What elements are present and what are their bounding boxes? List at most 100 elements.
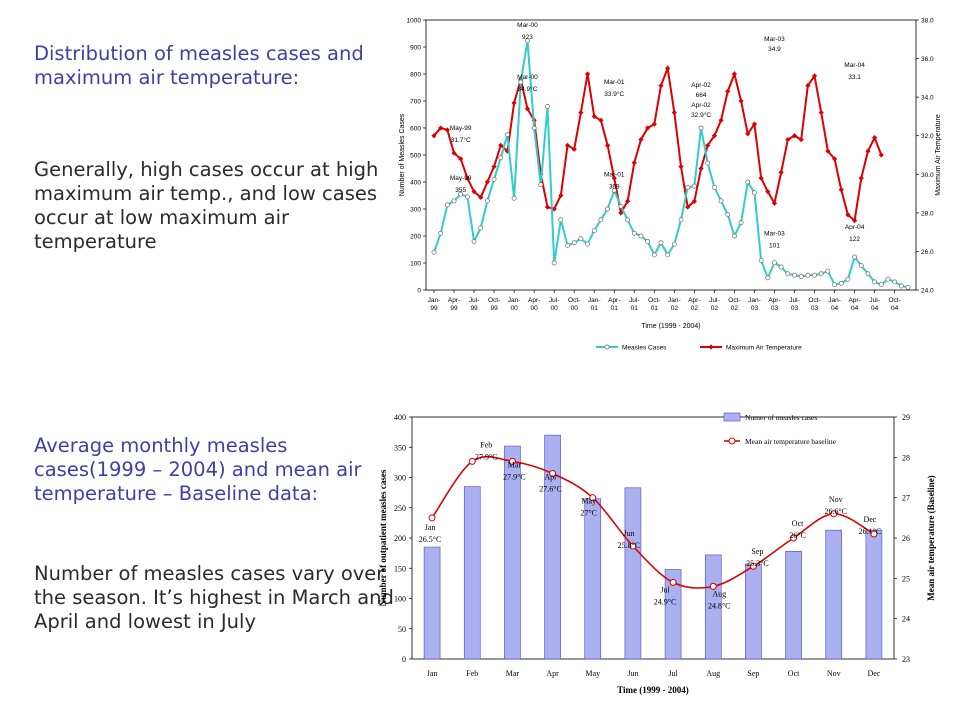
cases-point [645, 238, 651, 244]
y2-tick-label: 30.0 [921, 172, 934, 179]
temperature-point [428, 514, 436, 522]
legend-bar-swatch [723, 412, 741, 422]
cases-point [598, 217, 604, 223]
cases-point [665, 252, 671, 258]
y2-tick-label: 26 [902, 534, 910, 543]
x-tick-label: Oct [788, 669, 800, 678]
cases-point [485, 198, 490, 204]
cases-point [505, 132, 510, 138]
point-annotation: May-99 [450, 125, 472, 132]
x-tick-label: Jul- [789, 297, 799, 304]
legend-temperature-marker [708, 344, 714, 350]
temperature-point [691, 198, 697, 204]
point-label-month: Jun [623, 529, 634, 538]
x-tick-label: 03 [791, 305, 799, 312]
temperature-point [878, 152, 884, 158]
temperature-point [798, 136, 804, 143]
point-annotation: Mar-01 [604, 79, 625, 86]
x-tick-label: Jan- [668, 297, 681, 304]
temperature-point [778, 169, 784, 175]
point-annotation: 33.1 [848, 74, 861, 81]
x-tick-label: Mar [506, 669, 520, 678]
x-tick-label: Jan- [428, 297, 441, 304]
x-tick-label: Oct- [568, 297, 580, 304]
point-label-month: Feb [480, 440, 492, 449]
cases-point [798, 274, 804, 279]
bar [584, 498, 602, 660]
temperature-point [618, 210, 624, 216]
monthly-baseline-chart: 0 50 100 150 200 250 300 350 400 23 24 25 26 27 28 29 Ja… [378, 412, 936, 695]
temperature-baseline-curve [431, 455, 875, 589]
temperature-point [578, 109, 584, 116]
temperature-point [751, 121, 758, 127]
cases-point [778, 264, 784, 270]
point-annotation: 34.9°C [517, 85, 537, 93]
temperature-point [458, 156, 464, 162]
point-annotation: 122 [849, 236, 860, 243]
temperature-point [805, 82, 811, 89]
cases-point [905, 284, 911, 290]
y-tick-label: 300 [410, 207, 421, 214]
cases-point [858, 263, 864, 269]
cases-point [725, 211, 731, 217]
cases-point [872, 279, 878, 285]
x-tick-label: Jun [627, 669, 638, 678]
cases-point [678, 217, 684, 223]
cases-point [651, 252, 657, 258]
temperature-point [589, 494, 597, 502]
x-tick-label: 04 [851, 305, 859, 312]
cases-temperature-timeseries-chart: 0100200300400500600700800900100024.026.0… [399, 18, 942, 352]
temperature-point [471, 189, 477, 195]
temperature-point [818, 109, 824, 116]
temperature-point [669, 578, 677, 586]
bar [785, 551, 802, 660]
x-tick-label: Jan- [828, 297, 841, 304]
cases-point [838, 280, 844, 286]
cases-point [738, 220, 744, 225]
cases-point [565, 243, 570, 248]
cases-point [444, 202, 450, 208]
bar [423, 546, 441, 660]
cases-point [538, 182, 544, 188]
y-tick-label: 50 [398, 625, 406, 634]
cases-point [618, 203, 624, 209]
point-annotation: Mar-03 [764, 36, 785, 43]
bar [704, 554, 722, 660]
x-tick-label: 02 [691, 305, 699, 312]
x-tick-label: Jul- [709, 297, 719, 304]
summary-monthly-baseline: Number of measles cases vary over the se… [34, 562, 394, 633]
point-label-month: Oct [792, 519, 804, 528]
cases-point [431, 249, 437, 255]
summary-case-distribution: Generally, high cases occur at high maxi… [34, 158, 379, 253]
temperature-point [851, 217, 858, 224]
y-tick-label: 350 [394, 443, 406, 452]
cases-point [498, 155, 504, 161]
cases-point [518, 79, 524, 85]
point-annotation: May-99 [450, 175, 472, 182]
x-tick-label: 00 [571, 305, 579, 312]
legend-temperature-label: Maximum Air Temperature [726, 345, 802, 352]
cases-point [611, 187, 617, 193]
cases-point [885, 276, 891, 282]
temperature-point [645, 125, 651, 131]
temperature-point [709, 582, 717, 590]
temperature-point [838, 187, 844, 193]
temperature-point [765, 189, 771, 195]
x-tick-label: Nov [827, 669, 841, 678]
temperature-point [665, 65, 671, 71]
x-tick-label: 01 [631, 305, 639, 312]
point-label-value: 26.5°C [419, 535, 442, 544]
point-annotation: 355 [455, 187, 466, 194]
temperature-point [444, 127, 450, 133]
bar [865, 529, 883, 660]
cases-point [464, 194, 470, 200]
x-axis-title: Time (1999 - 2004) [617, 685, 689, 695]
x-tick-label: Jul- [469, 297, 479, 304]
x-tick-label: Apr [546, 669, 559, 678]
temperature-point [484, 179, 491, 185]
x-tick-label: 99 [470, 305, 478, 312]
temperature-point [498, 142, 504, 148]
cases-point [451, 198, 457, 204]
cases-point [458, 191, 464, 197]
temperature-point [870, 530, 878, 538]
